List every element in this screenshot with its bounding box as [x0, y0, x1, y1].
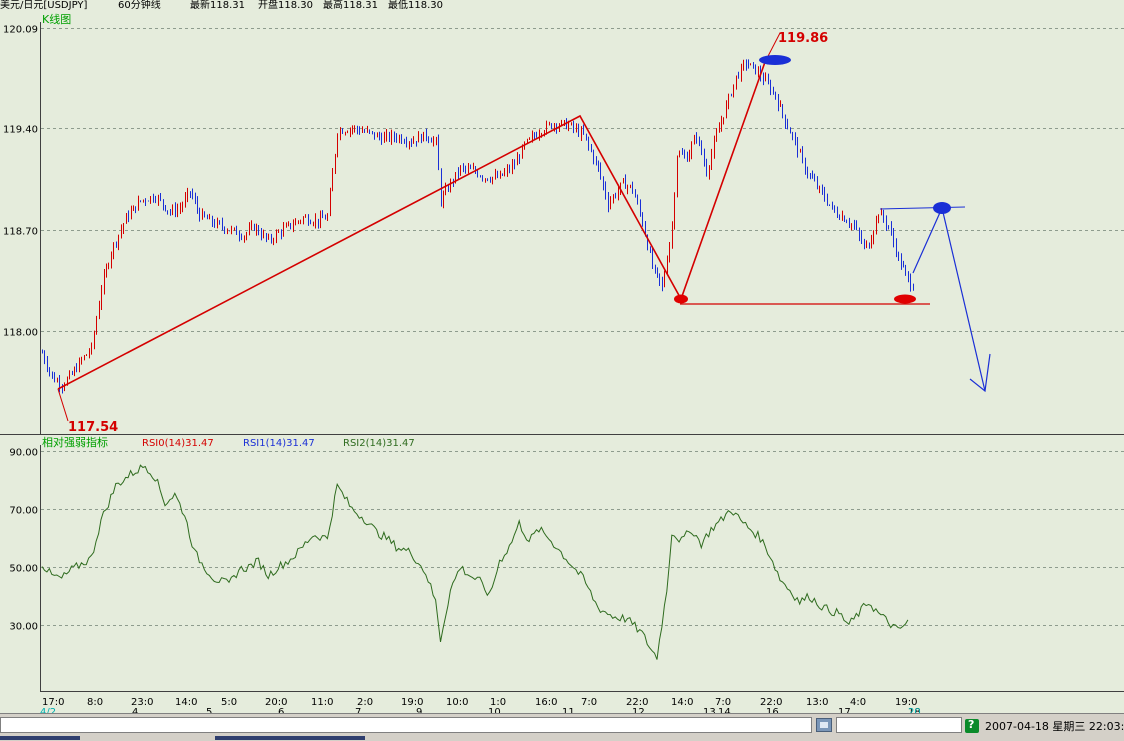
low-marker-left: [674, 294, 688, 304]
rsi-tick-label: 30.00: [9, 622, 38, 633]
x-day-label: 10: [488, 707, 501, 713]
rsi2-label: RSI2(14)31.47: [343, 438, 415, 449]
x-hour-label: 16:0: [535, 697, 557, 708]
x-day-label: 6: [278, 707, 284, 713]
x-hour-label: 7:0: [715, 697, 731, 708]
open-price: 开盘118.30: [258, 0, 313, 11]
zigzag-line: [57, 61, 766, 390]
rsi-tick-label: 50.00: [9, 564, 38, 575]
x-hour-label: 5:0: [221, 697, 237, 708]
rsi-tick-label: 90.00: [9, 448, 38, 459]
x-hour-label: 14:0: [175, 697, 197, 708]
x-day-label: 5: [206, 707, 212, 713]
projection-path: [912, 206, 986, 392]
x-day-label: 12: [632, 707, 645, 713]
x-hour-label: 17:0: [42, 697, 64, 708]
x-day-label: 4: [132, 707, 138, 713]
x-hour-label: 11:0: [311, 697, 333, 708]
x-hour-label: 22:0: [760, 697, 782, 708]
x-day-label: 4/2: [40, 707, 56, 713]
low-price: 最低118.30: [388, 0, 443, 11]
x-day-label: 17: [838, 707, 851, 713]
price-tick-label: 118.70: [3, 227, 38, 238]
rsi-line: [41, 464, 909, 660]
taskbar-segment[interactable]: [215, 736, 365, 740]
x-hour-label: 20:0: [265, 697, 287, 708]
high-price: 最高118.31: [323, 0, 378, 11]
rsi-title: 相对强弱指标: [42, 435, 108, 449]
status-input-field[interactable]: [0, 717, 812, 733]
axes: [0, 22, 1124, 692]
x-day-label: 9: [416, 707, 422, 713]
x-day-label: 14: [718, 707, 731, 713]
period-label: 60分钟线: [118, 0, 161, 11]
candle-series: [42, 59, 914, 394]
x-day-label: 13: [703, 707, 716, 713]
y-tick-labels: 120.09 119.40 118.70 118.00 90.00 70.00 50.00 3…: [3, 25, 38, 633]
low-pointer: [57, 388, 69, 422]
x-day-label: 7: [355, 707, 361, 713]
price-tick-label: 118.00: [3, 328, 38, 339]
x-hour-label: 7:0: [581, 697, 597, 708]
low-marker-right: [894, 294, 916, 304]
x-day-label: 16: [766, 707, 779, 713]
x-hour-label: 8:0: [87, 697, 103, 708]
high-value-label: 119.86: [778, 31, 828, 46]
rsi0-label: RSI0(14)31.47: [142, 438, 214, 449]
status-field-2: [836, 717, 962, 733]
rsi1-label: RSI1(14)31.47: [243, 438, 315, 449]
status-bar: 2007-04-18 星期三 22:03:1: [0, 713, 1124, 741]
grid-lines: [41, 28, 1124, 626]
rsi-series: [41, 464, 909, 660]
taskbar-segment[interactable]: [0, 736, 80, 740]
kline-label: K线图: [42, 12, 71, 26]
clock-icon[interactable]: [965, 718, 979, 733]
x-tick-labels: 17:0 8:0 23:0 14:0 5:0 20:0 11:0 2:0 19:0 10:0 1:0…: [40, 697, 921, 713]
status-datetime: 2007-04-18 星期三 22:03:1: [985, 720, 1124, 733]
symbol-label: 美元/日元[USDJPY]: [0, 0, 88, 11]
price-tick-label: 119.40: [3, 125, 38, 136]
latest-price: 最新118.31: [190, 0, 245, 11]
low-value-label: 117.54: [68, 420, 118, 435]
window-icon[interactable]: [816, 718, 832, 732]
chart-background: [0, 11, 1124, 713]
x-hour-label: 19:0: [895, 697, 917, 708]
annotations: 117.54 119.86: [57, 31, 991, 435]
x-day-label: 18: [908, 707, 921, 713]
x-hour-label: 10:0: [446, 697, 468, 708]
x-hour-label: 19:0: [401, 697, 423, 708]
high-marker: [759, 55, 791, 65]
chart-area: 120.09 119.40 118.70 118.00 90.00 70.00 50.00 3…: [0, 11, 1124, 713]
x-hour-label: 1:0: [490, 697, 506, 708]
projection-arrowhead: [969, 353, 991, 393]
x-hour-label: 4:0: [850, 697, 866, 708]
price-tick-label: 120.09: [3, 25, 38, 36]
x-hour-label: 2:0: [357, 697, 373, 708]
x-hour-label: 22:0: [626, 697, 648, 708]
title-bar: 美元/日元[USDJPY] 60分钟线 最新118.31 开盘118.30 最高…: [0, 0, 1124, 11]
x-hour-label: 13:0: [806, 697, 828, 708]
x-day-label: 20: [908, 707, 921, 713]
x-hour-label: 23:0: [131, 697, 153, 708]
rsi-tick-label: 70.00: [9, 506, 38, 517]
x-day-label: 11: [562, 707, 575, 713]
x-hour-label: 14:0: [671, 697, 693, 708]
